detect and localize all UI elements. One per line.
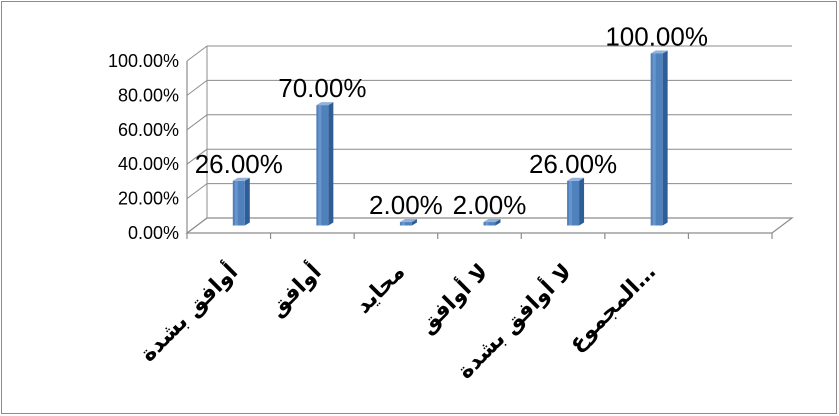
bar-highlight bbox=[652, 53, 656, 226]
y-tick-label: 80.00% bbox=[118, 85, 179, 105]
bar bbox=[567, 177, 585, 226]
bar-front bbox=[483, 222, 496, 226]
bar-highlight bbox=[569, 180, 573, 226]
chart-floor bbox=[185, 217, 794, 234]
y-tick-label: 20.00% bbox=[118, 189, 179, 209]
y-tick-label: 100.00% bbox=[108, 51, 179, 71]
bar-top bbox=[483, 219, 501, 223]
side-wall-gridline bbox=[186, 45, 208, 62]
bar-front bbox=[316, 105, 329, 226]
y-tick-label: 40.00% bbox=[118, 154, 179, 174]
y-tick-label: 0.00% bbox=[128, 223, 179, 243]
side-wall-gridline bbox=[186, 183, 208, 200]
data-label: 100.00% bbox=[605, 22, 708, 52]
bar-highlight bbox=[318, 105, 322, 226]
bar-top bbox=[316, 102, 334, 106]
bar-front bbox=[399, 222, 412, 226]
x-category-label: أوافق بشدة bbox=[133, 257, 243, 367]
bar-highlight bbox=[234, 180, 238, 226]
bar bbox=[232, 177, 250, 226]
x-category-label: محايد bbox=[351, 260, 410, 319]
bar-front bbox=[567, 180, 580, 226]
side-wall-gridline bbox=[186, 148, 208, 165]
bar-top bbox=[232, 177, 250, 181]
bar-highlight bbox=[485, 222, 489, 226]
bar bbox=[483, 219, 501, 226]
bar-front bbox=[232, 180, 245, 226]
x-category-label: لا أوافق bbox=[412, 257, 494, 339]
data-label: 26.00% bbox=[195, 149, 283, 179]
bar bbox=[316, 102, 334, 226]
axes bbox=[185, 61, 794, 239]
bar-front bbox=[650, 53, 663, 226]
bar-side bbox=[495, 219, 501, 226]
data-label: 26.00% bbox=[529, 149, 617, 179]
side-wall-gridline bbox=[186, 114, 208, 131]
side-wall-gridline bbox=[186, 80, 208, 96]
data-label: 2.00% bbox=[369, 190, 443, 220]
bar-top bbox=[399, 219, 417, 223]
gridlines bbox=[186, 45, 792, 234]
bar-side bbox=[662, 50, 668, 226]
bar-top bbox=[650, 50, 668, 54]
bar-side bbox=[244, 177, 250, 226]
bar-side bbox=[328, 102, 334, 226]
y-tick-label: 60.00% bbox=[118, 120, 179, 140]
bar-top bbox=[567, 177, 585, 181]
x-category-label: أوافق bbox=[262, 257, 327, 322]
y-axis-tick-labels: 0.00% 20.00% 40.00% 60.00% 80.00% 100.00% bbox=[108, 51, 179, 243]
data-labels: 26.00%70.00%2.00% 2.00%26.00%100.00% bbox=[195, 22, 708, 221]
bar-side bbox=[411, 219, 417, 226]
bar-side bbox=[579, 177, 585, 226]
data-label: 70.00% bbox=[278, 73, 366, 103]
bars bbox=[232, 50, 668, 226]
bar-highlight bbox=[401, 222, 405, 226]
data-label: 2.00% bbox=[453, 190, 527, 220]
x-category-label: المجموع… bbox=[564, 260, 661, 357]
bar bbox=[399, 219, 417, 226]
bar bbox=[650, 50, 668, 226]
